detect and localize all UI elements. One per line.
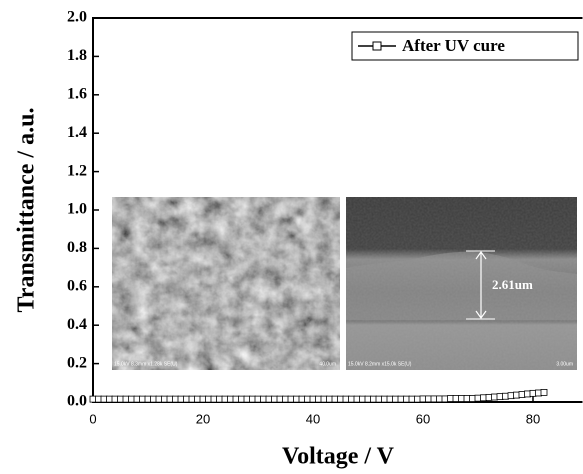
- y-tick-label: 1.8: [67, 47, 87, 64]
- y-axis-label: Transmittance / a.u.: [14, 108, 40, 313]
- y-tick-label: 0.0: [67, 393, 87, 410]
- data-point: [529, 389, 537, 397]
- data-point: [100, 395, 108, 403]
- x-tick-label: 40: [306, 411, 320, 426]
- y-tick-label: 0.2: [67, 354, 87, 371]
- data-point: [117, 395, 124, 403]
- legend-label: After UV cure: [402, 36, 505, 55]
- x-tick-label: 20: [196, 411, 210, 426]
- data-point: [540, 388, 548, 396]
- annotation: 3.00um: [556, 361, 573, 367]
- data-point: [513, 391, 520, 399]
- arrow-head: [475, 250, 487, 320]
- data-point: [535, 389, 542, 397]
- data-point: [111, 395, 119, 403]
- y-tick-label: 0.6: [67, 277, 87, 294]
- y-tick-label: 1.0: [67, 201, 87, 218]
- y-tick-label: 0.4: [67, 316, 87, 333]
- annotation: 2.61um: [492, 277, 533, 292]
- sem-insets: 2.61um 15.0kV 8.3mm x1.28k SE(U) 40.0um …: [112, 197, 577, 370]
- annotation: 40.0um: [319, 361, 336, 367]
- data-point: [524, 390, 531, 398]
- annotation: 15.0kV 8.3mm x1.28k SE(U): [114, 361, 178, 367]
- y-tick-label: 1.4: [67, 124, 87, 141]
- y-tick-label: 1.6: [67, 85, 87, 102]
- annotation: 15.0kV 8.2mm x15.0k SE(U): [348, 361, 412, 367]
- data-point: [507, 392, 515, 400]
- x-tick-label: 60: [416, 411, 430, 426]
- y-tick-label: 0.8: [67, 239, 87, 256]
- data-point: [106, 395, 113, 403]
- x-axis-label: Voltage / V: [282, 444, 395, 470]
- data-point: [95, 395, 102, 403]
- x-tick-label: 0: [89, 411, 96, 426]
- sem-image-left: [112, 197, 340, 370]
- y-tick-label: 2.0: [67, 9, 87, 26]
- legend-marker: [372, 41, 382, 51]
- data-point: [89, 395, 97, 403]
- y-tick-label: 1.2: [67, 162, 87, 179]
- data-point: [518, 391, 526, 398]
- sem-texture: [346, 197, 577, 370]
- x-tick-label: 80: [526, 411, 540, 426]
